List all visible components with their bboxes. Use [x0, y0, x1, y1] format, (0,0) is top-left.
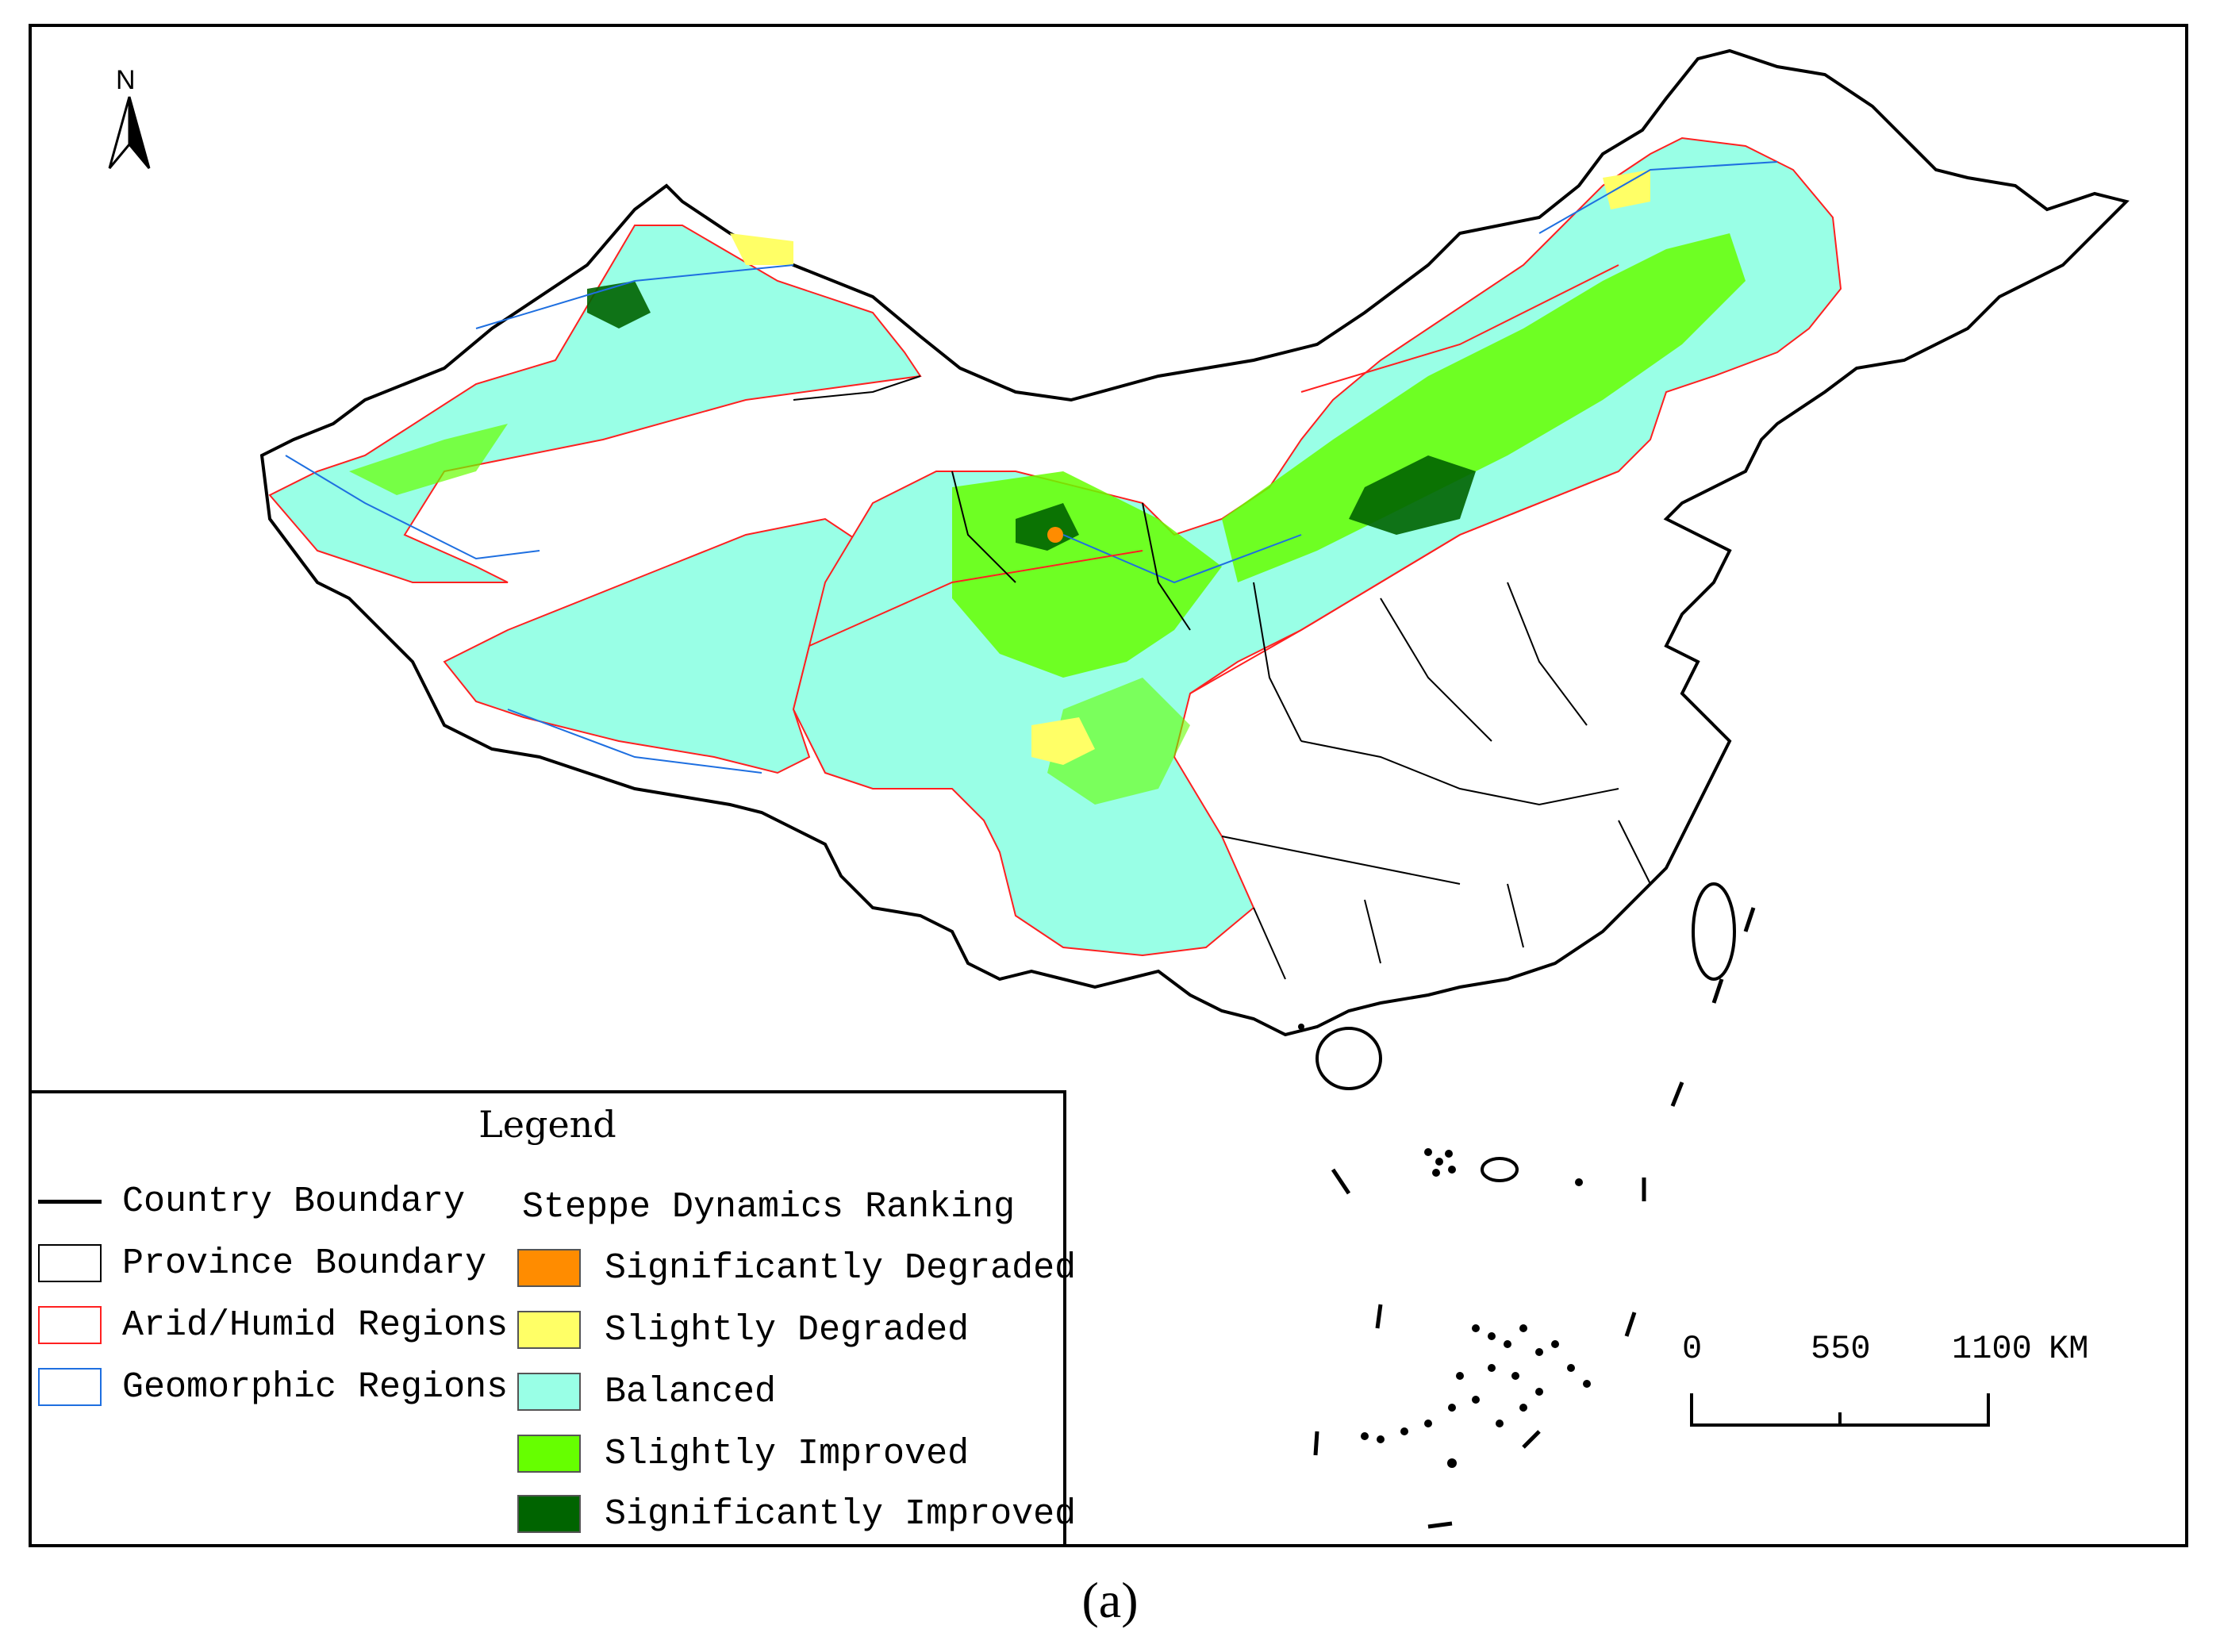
hainan-island — [1315, 1027, 1382, 1090]
improved-patch-4 — [349, 424, 508, 495]
slight-degraded-patch-1 — [1031, 717, 1095, 765]
sig-improved-patch-2 — [1016, 503, 1079, 551]
arid-humid-line-1 — [1189, 471, 1619, 694]
legend-slight-improved-label: Slightly Improved — [605, 1433, 970, 1474]
south-china-sea-islands — [1298, 1024, 1591, 1468]
legend-sig-degraded: Significantly Degraded — [517, 1244, 1076, 1292]
legend-geomorphic: Geomorphic Regions — [38, 1363, 508, 1411]
legend-country-boundary: Country Boundary — [38, 1178, 465, 1225]
scale-tick-0: 0 — [1682, 1330, 1703, 1368]
arid-humid-line-2 — [808, 550, 1143, 647]
legend: Legend Country Boundary Province Boundar… — [29, 1090, 1076, 1547]
scale-unit: KM — [2049, 1330, 2089, 1368]
improved-patch-3 — [1047, 678, 1190, 805]
scale-bar-line — [1690, 1393, 1990, 1427]
steppe-ranking-title: Steppe Dynamics Ranking — [522, 1187, 1016, 1227]
legend-balanced: Balanced — [517, 1368, 776, 1416]
sig-improved-swatch — [517, 1495, 581, 1533]
taiwan-island — [1692, 882, 1736, 981]
legend-province-boundary-label: Province Boundary — [122, 1243, 487, 1284]
sig-improved-patch-1 — [1349, 455, 1476, 535]
legend-arid-humid-label: Arid/Humid Regions — [122, 1304, 509, 1346]
arid-humid-symbol — [38, 1306, 102, 1344]
legend-geomorphic-label: Geomorphic Regions — [122, 1366, 509, 1408]
legend-country-boundary-label: Country Boundary — [122, 1181, 466, 1222]
figure-caption: (a) — [1081, 1572, 1139, 1628]
legend-slight-degraded: Slightly Degraded — [517, 1306, 969, 1354]
legend-sig-degraded-label: Significantly Degraded — [605, 1247, 1077, 1289]
legend-slight-improved: Slightly Improved — [517, 1430, 969, 1477]
geomorphic-line-2 — [475, 264, 794, 329]
legend-arid-humid: Arid/Humid Regions — [38, 1301, 508, 1349]
sig-degraded-swatch — [517, 1249, 581, 1287]
balanced-swatch — [517, 1373, 581, 1411]
slight-degraded-patch-3 — [1603, 170, 1650, 209]
steppe-area-west — [268, 225, 922, 583]
geomorphic-line-1 — [285, 455, 540, 560]
scale-bar: 0 550 1100 KM — [1682, 1330, 2095, 1441]
legend-province-boundary: Province Boundary — [38, 1239, 486, 1287]
scale-tick-1100: 1100 — [1952, 1330, 2032, 1368]
north-label: N — [116, 65, 136, 95]
sig-improved-patch-3 — [587, 281, 651, 328]
slight-degraded-swatch — [517, 1311, 581, 1349]
legend-sig-improved-label: Significantly Improved — [605, 1493, 1077, 1535]
nine-dash-line — [1313, 907, 1756, 1529]
north-arrow-icon — [108, 96, 151, 169]
improved-patch-2 — [1222, 233, 1746, 582]
north-arrow: N — [102, 65, 157, 184]
sig-degraded-patch — [1047, 527, 1063, 543]
geomorphic-line-5 — [1062, 534, 1302, 584]
scale-tick-550: 550 — [1811, 1330, 1871, 1368]
legend-sig-improved: Significantly Improved — [517, 1490, 1076, 1538]
province-boundary-lines — [793, 375, 1651, 980]
arid-humid-line-3 — [1300, 264, 1619, 393]
geomorphic-symbol — [38, 1368, 102, 1406]
legend-balanced-label: Balanced — [605, 1371, 777, 1412]
slight-degraded-patch-2 — [730, 233, 793, 265]
province-boundary-symbol — [38, 1244, 102, 1282]
country-boundary-line-symbol — [38, 1199, 102, 1204]
map-canvas — [259, 48, 2130, 1529]
legend-title: Legend — [478, 1103, 616, 1146]
geomorphic-line-4 — [1538, 161, 1778, 234]
slight-improved-swatch — [517, 1435, 581, 1473]
legend-slight-degraded-label: Slightly Degraded — [605, 1309, 970, 1350]
geomorphic-line-3 — [507, 709, 762, 774]
